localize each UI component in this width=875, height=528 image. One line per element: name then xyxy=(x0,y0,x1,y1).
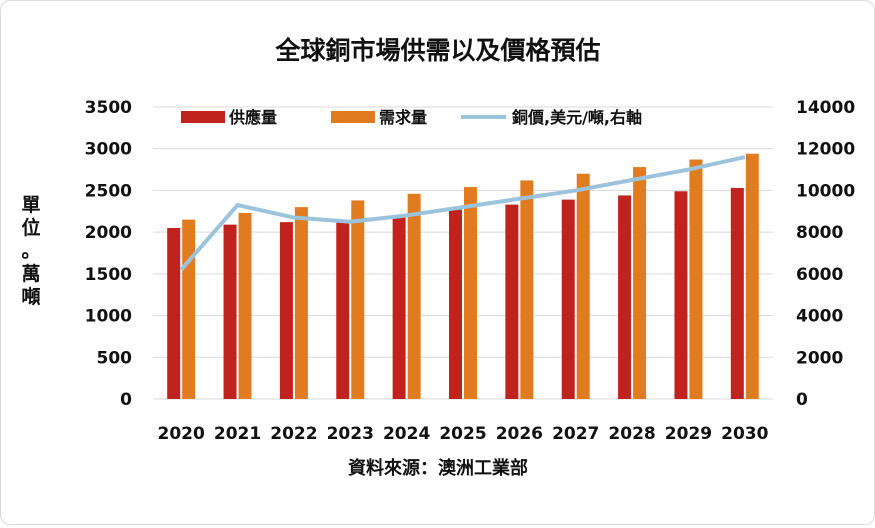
y-right-tick-label: 4000 xyxy=(796,307,843,327)
supply-bar xyxy=(505,204,519,399)
x-axis: 2020 2021 2022 2023 2024 2025 2026 2027 2028 2029… xyxy=(158,424,769,444)
x-tick-label: 2024 xyxy=(383,424,430,444)
demand-bar xyxy=(464,187,477,399)
y-right-axis: 0 2000 4000 6000 8000 10000 12000 14000 xyxy=(796,98,855,410)
chart-title: 全球銅市場供需以及價格預估 xyxy=(274,36,600,65)
legend: 供應量 需求量 銅價,美元/噸,右軸 xyxy=(181,108,642,127)
legend-label-price: 銅價,美元/噸,右軸 xyxy=(512,108,642,127)
y-right-tick-label: 12000 xyxy=(796,140,855,160)
bars xyxy=(167,153,759,399)
source-note: 資料來源：澳洲工業部 xyxy=(348,457,528,479)
price-line-layer xyxy=(179,155,746,271)
demand-bar xyxy=(689,159,703,399)
demand-bar xyxy=(294,207,308,399)
x-tick-label: 2029 xyxy=(665,424,712,444)
y-axis-label: 單位。萬噸 xyxy=(21,194,40,308)
y-left-tick-label: 500 xyxy=(97,348,133,368)
supply-bar xyxy=(167,227,181,399)
y-axis-title: 單位。萬噸 xyxy=(21,194,40,308)
y-right-tick-label: 6000 xyxy=(796,265,843,285)
y-left-tick-label: 3000 xyxy=(85,140,132,160)
y-left-tick-label: 1500 xyxy=(85,265,132,285)
x-tick-label: 2020 xyxy=(158,424,205,444)
supply-bar xyxy=(618,195,632,399)
supply-bar xyxy=(730,187,744,399)
legend-label-demand: 需求量 xyxy=(379,108,427,127)
y-right-tick-label: 14000 xyxy=(796,98,855,118)
demand-bar xyxy=(238,212,252,399)
supply-bar xyxy=(392,215,406,399)
price-line xyxy=(179,155,746,271)
supply-bar xyxy=(336,219,350,399)
x-tick-label: 2021 xyxy=(214,424,261,444)
legend-swatch-supply xyxy=(181,111,225,123)
y-right-tick-label: 0 xyxy=(796,390,808,410)
y-left-tick-label: 2500 xyxy=(85,181,132,201)
y-right-tick-label: 2000 xyxy=(796,348,843,368)
demand-bar xyxy=(182,219,196,399)
x-tick-label: 2022 xyxy=(270,424,317,444)
y-right-tick-label: 8000 xyxy=(796,223,843,243)
gridlines xyxy=(153,106,773,400)
demand-bar xyxy=(633,167,647,399)
y-left-tick-label: 3500 xyxy=(85,98,132,118)
x-tick-label: 2026 xyxy=(496,424,543,444)
demand-bar xyxy=(745,153,759,399)
demand-bar xyxy=(520,180,534,399)
y-left-axis: 0 500 1000 1500 2000 2500 3000 3500 xyxy=(85,98,132,410)
supply-bar xyxy=(449,209,462,399)
demand-bar xyxy=(407,193,421,399)
x-tick-label: 2028 xyxy=(608,424,655,444)
y-left-tick-label: 0 xyxy=(120,390,132,410)
x-tick-label: 2025 xyxy=(439,424,486,444)
x-tick-label: 2027 xyxy=(552,424,599,444)
y-left-tick-label: 2000 xyxy=(85,223,132,243)
legend-label-supply: 供應量 xyxy=(228,108,277,127)
demand-bar xyxy=(351,200,365,399)
supply-bar xyxy=(561,199,575,399)
x-tick-label: 2030 xyxy=(721,424,768,444)
x-tick-label: 2023 xyxy=(327,424,374,444)
y-right-tick-label: 10000 xyxy=(796,181,855,201)
y-left-tick-label: 1000 xyxy=(85,307,132,327)
supply-bar xyxy=(223,224,237,399)
supply-bar xyxy=(674,191,688,399)
legend-swatch-demand xyxy=(331,111,375,123)
demand-bar xyxy=(576,173,590,399)
supply-bar xyxy=(279,222,293,399)
